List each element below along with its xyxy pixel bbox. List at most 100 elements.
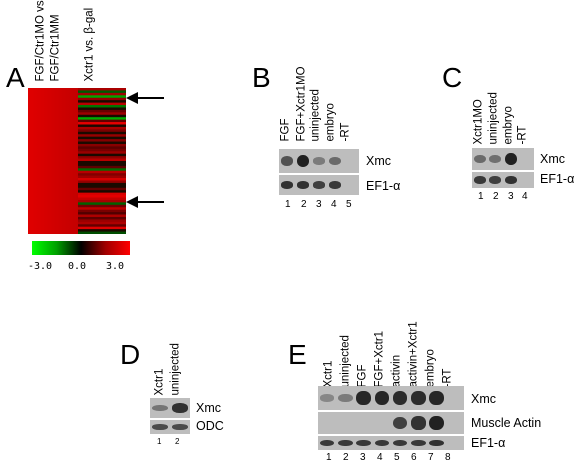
panel-e-lane-label-1: Xctr1 — [322, 360, 335, 388]
gel-band — [429, 390, 444, 406]
heatmap-row — [78, 143, 126, 147]
heatmap-row — [78, 119, 126, 123]
gel-band — [473, 154, 486, 164]
gel-band — [392, 416, 408, 430]
heatmap-column-2 — [78, 88, 126, 234]
panel-e-lane-label-4: FGF+Xctr1 — [373, 330, 386, 388]
panel-e-lane-number: 1 — [326, 452, 332, 463]
panel-b-lane-label-5: -RT — [339, 122, 352, 142]
panel-c-lane-number: 3 — [508, 191, 514, 202]
gel-band — [411, 416, 426, 430]
heatmap-row — [78, 231, 126, 234]
heatmap-column-1 — [28, 88, 78, 234]
heatmap-row — [78, 216, 126, 220]
heatmap-row — [78, 151, 126, 155]
gel-band — [152, 404, 168, 412]
panel-d-gel-xmc — [150, 398, 190, 418]
heatmap-row — [78, 182, 126, 186]
scale-max: 3.0 — [106, 261, 125, 272]
heatmap-row — [78, 173, 126, 176]
heatmap-row — [78, 136, 126, 140]
panel-c-lane-label-1: Xctr1MO — [472, 99, 485, 145]
gel-band — [338, 439, 353, 447]
panel-c-gel-ef1 — [472, 172, 534, 188]
heatmap-row — [78, 158, 126, 162]
heatmap-row — [78, 88, 126, 91]
gel-band — [489, 176, 502, 184]
heatmap-row — [78, 195, 126, 198]
panel-c-gel-xmc — [472, 148, 534, 170]
gel-band — [429, 439, 444, 447]
panel-c-lane-number: 1 — [478, 191, 484, 202]
heatmap-row — [78, 204, 126, 208]
heatmap-row — [78, 178, 126, 181]
heatmap-row — [78, 105, 126, 108]
heatmap-row — [78, 139, 126, 142]
panel-d-lane-label-1: Xctr1 — [153, 368, 166, 396]
panel-e-lane-number: 8 — [445, 452, 451, 463]
heatmap-row — [78, 109, 126, 113]
scale-mid: 0.0 — [68, 261, 87, 272]
gel-band — [312, 181, 326, 189]
heatmap-row — [78, 153, 126, 157]
panel-c-lane-number: 4 — [522, 191, 528, 202]
gel-band — [172, 403, 188, 413]
heatmap-row — [78, 219, 126, 223]
panel-e-gel-xmc — [318, 386, 464, 410]
heatmap-row — [78, 199, 126, 203]
heatmap-row — [78, 114, 126, 118]
panel-a-col-label-1: FGF/Ctr1MO vs. — [34, 0, 47, 82]
panel-b-gel-xmc — [279, 149, 359, 173]
heatmap-row — [78, 192, 126, 196]
panel-e-row-label-ef1: EF1-α — [471, 436, 506, 450]
heatmap-row — [78, 107, 126, 111]
gel-band — [489, 154, 502, 164]
panel-d-lane-number: 2 — [175, 437, 180, 446]
heatmap-row — [78, 134, 126, 138]
panel-e-lane-label-7: embryo — [424, 349, 437, 388]
gel-band — [296, 154, 310, 168]
panel-b-lane-number: 4 — [331, 199, 337, 210]
heatmap-row — [78, 170, 126, 174]
panel-d-row-label-odc: ODC — [196, 419, 224, 433]
heatmap-row — [78, 185, 126, 189]
panel-e-gel-ef1 — [318, 436, 464, 450]
scale-min: -3.0 — [28, 261, 53, 272]
panel-b-lane-number: 3 — [316, 199, 322, 210]
panel-b-lane-label-2: FGF+Xctr1MO — [295, 66, 308, 142]
heatmap-row — [78, 165, 126, 169]
heatmap-row — [78, 100, 126, 103]
arrow-icon — [126, 196, 164, 208]
gel-band — [429, 415, 444, 431]
panel-d-row-label-xmc: Xmc — [196, 401, 221, 415]
panel-c-lane-label-4: -RT — [516, 125, 529, 145]
heatmap-row — [78, 129, 126, 133]
panel-e-gel-actin — [318, 412, 464, 434]
gel-band — [411, 439, 426, 447]
heatmap-row — [78, 190, 126, 194]
gel-band — [356, 439, 371, 447]
panel-e-lane-number: 4 — [377, 452, 383, 463]
gel-band — [328, 181, 342, 189]
gel-band — [280, 181, 294, 189]
gel-band — [374, 390, 390, 406]
heatmap-row — [78, 224, 126, 228]
panel-e-lane-number: 3 — [360, 452, 366, 463]
panel-e-letter: E — [288, 339, 307, 370]
panel-e-row-label-actin: Muscle Actin — [471, 416, 542, 430]
panel-b-lane-label-1: FGF — [279, 118, 292, 142]
panel-d-letter: D — [120, 339, 141, 370]
panel-a-letter: A — [6, 62, 25, 93]
heatmap-row — [78, 131, 126, 135]
panel-b-letter: B — [252, 62, 271, 93]
panel-a-col-label-2: FGF/Ctr1MM — [49, 14, 62, 82]
heatmap-row — [78, 214, 126, 218]
heatmap-row — [78, 168, 126, 172]
panel-c-letter: C — [442, 62, 463, 93]
gel-band — [504, 176, 517, 184]
gel-band — [312, 157, 326, 165]
gel-band — [338, 393, 353, 403]
heatmap-row — [78, 146, 126, 150]
heatmap-row — [78, 97, 126, 101]
panel-d-lane-number: 1 — [157, 437, 162, 446]
